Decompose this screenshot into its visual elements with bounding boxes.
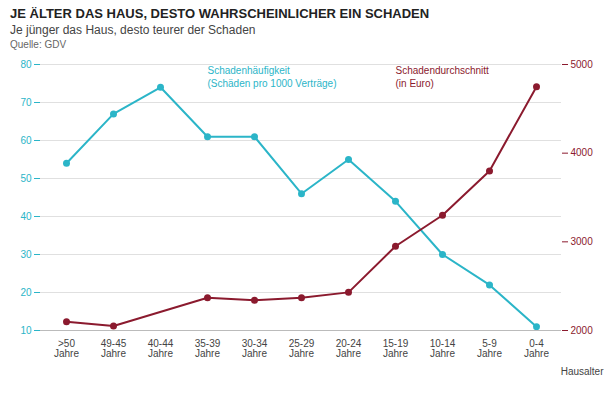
svg-text:70: 70 [20,97,32,108]
svg-text:>50Jahre: >50Jahre [54,338,79,359]
svg-text:25-29Jahre: 25-29Jahre [289,338,315,359]
svg-text:30-34Jahre: 30-34Jahre [242,338,268,359]
html-text:Quelle: GDV: Quelle: GDV [10,39,67,50]
html-text:JE ÄLTER DAS HAUS, DESTO WAHRS: JE ÄLTER DAS HAUS, DESTO WAHRSCHEINLICHE… [10,6,430,21]
svg-text:49-45Jahre: 49-45Jahre [101,338,127,359]
svg-text:20: 20 [20,287,32,298]
svg-text:15-19Jahre: 15-19Jahre [383,338,409,359]
svg-text:4000: 4000 [571,147,594,158]
html-text:Je jünger das Haus, desto teur: Je jünger das Haus, desto teurer der Sch… [10,23,256,37]
svg-text:10-14Jahre: 10-14Jahre [430,338,456,359]
svg-text:Schadendurchschnitt(in Euro): Schadendurchschnitt(in Euro) [396,65,490,89]
svg-text:5000: 5000 [571,59,594,70]
svg-text:3000: 3000 [571,236,594,247]
svg-text:5-9Jahre: 5-9Jahre [477,338,502,359]
svg-text:50: 50 [20,173,32,184]
svg-text:35-39Jahre: 35-39Jahre [195,338,221,359]
svg-text:Hausalter: Hausalter [561,366,604,377]
svg-text:2000: 2000 [571,325,594,336]
svg-text:10: 10 [20,325,32,336]
svg-text:20-24Jahre: 20-24Jahre [336,338,362,359]
svg-text:30: 30 [20,249,32,260]
svg-text:Schadenhäufigkeit(Schäden pro: Schadenhäufigkeit(Schäden pro 1000 Vertr… [208,65,337,89]
svg-text:40: 40 [20,211,32,222]
svg-text:0-4Jahre: 0-4Jahre [524,338,549,359]
svg-text:40-44Jahre: 40-44Jahre [148,338,174,359]
svg-text:60: 60 [20,135,32,146]
svg-text:80: 80 [20,59,32,70]
